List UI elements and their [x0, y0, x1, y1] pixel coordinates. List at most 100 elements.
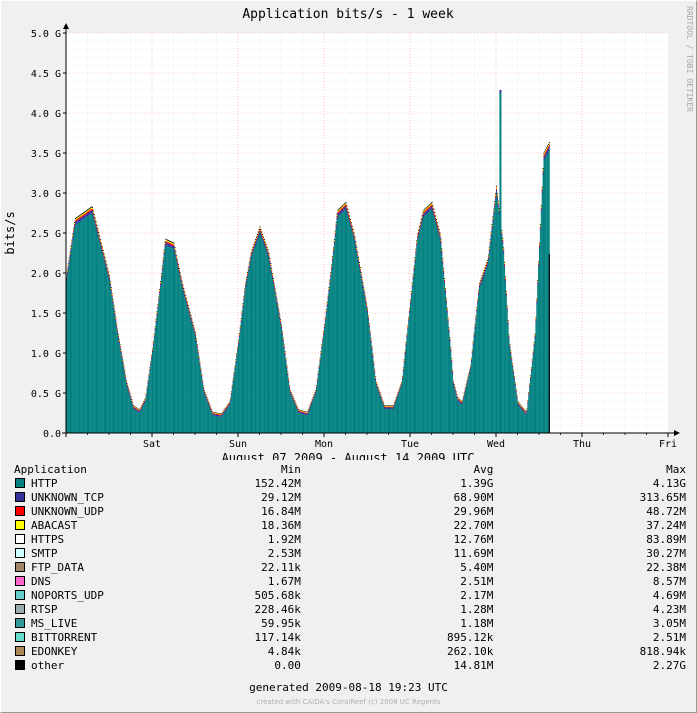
area-slice-band	[517, 402, 519, 404]
area-slice-band	[179, 272, 181, 274]
area-slice-band	[307, 409, 309, 410]
area-slice-band	[94, 217, 96, 219]
area-slice-http	[258, 235, 260, 433]
area-slice-band	[497, 201, 499, 203]
area-slice-band	[269, 261, 271, 264]
area-slice-band	[123, 365, 125, 367]
area-slice-band	[74, 222, 76, 225]
area-slice-band	[422, 215, 424, 219]
area-slice-band	[160, 282, 162, 285]
area-slice-band	[193, 325, 195, 327]
area-slice-band	[394, 401, 396, 404]
area-slice-http	[310, 405, 312, 433]
area-slice-band	[214, 412, 216, 414]
area-slice-band	[365, 298, 367, 300]
area-slice-band	[116, 324, 118, 326]
area-slice-band	[268, 254, 270, 257]
area-slice-band	[83, 213, 85, 215]
area-slice-http	[494, 208, 496, 433]
area-slice-band	[337, 209, 339, 211]
area-slice-band	[452, 371, 454, 373]
area-slice-band	[498, 209, 500, 211]
area-slice-http	[425, 214, 427, 433]
legend-label: DNS	[31, 575, 51, 588]
area-slice-http	[372, 358, 374, 433]
area-slice-band	[319, 358, 321, 360]
area-slice-http	[114, 316, 116, 433]
area-slice-band	[138, 411, 140, 413]
area-slice-band	[311, 400, 313, 401]
area-slice-band	[187, 306, 189, 308]
area-slice-http	[474, 329, 476, 433]
area-slice-http	[252, 253, 254, 433]
area-slice-band	[541, 186, 543, 188]
area-slice-http	[482, 278, 484, 433]
area-slice-band	[244, 290, 246, 292]
area-slice-band	[158, 297, 160, 299]
area-slice-band	[530, 368, 532, 370]
area-slice-band	[519, 403, 521, 405]
area-slice-band	[487, 263, 489, 266]
area-slice-band	[523, 409, 525, 410]
area-slice-band	[147, 380, 149, 382]
area-slice-band	[322, 338, 324, 340]
area-slice-http	[312, 400, 314, 433]
area-slice-http	[407, 330, 409, 433]
area-slice-band	[104, 259, 106, 261]
area-slice-band	[245, 282, 247, 284]
area-slice-band	[91, 206, 93, 208]
area-slice-band	[316, 378, 318, 379]
area-slice-band	[530, 376, 532, 378]
area-slice-http	[458, 402, 460, 433]
area-slice-band	[547, 145, 549, 147]
area-slice-band	[452, 369, 454, 371]
area-slice-band	[261, 233, 263, 236]
area-slice-http	[177, 265, 179, 433]
area-slice-band	[206, 397, 208, 399]
legend-table: Application Min Avg Max HTTP 152.42M 1.39G…	[14, 463, 686, 673]
area-slice-http	[284, 355, 286, 433]
area-slice-band	[212, 412, 214, 413]
area-slice-http	[537, 285, 539, 433]
area-slice-http	[126, 384, 128, 433]
area-slice-band	[263, 240, 265, 243]
area-slice-band	[144, 399, 146, 402]
area-slice-band	[126, 384, 128, 385]
area-slice-http	[200, 372, 202, 433]
legend-avg: 68.90M	[453, 491, 494, 504]
area-slice-http	[140, 410, 142, 433]
area-slice-band	[462, 395, 464, 397]
area-slice-http	[362, 288, 364, 433]
area-slice-http	[139, 412, 141, 433]
area-slice-band	[541, 189, 543, 191]
area-slice-http	[367, 313, 368, 433]
area-slice-band	[513, 378, 515, 380]
legend-max: 4.23M	[652, 603, 686, 616]
area-slice-band	[380, 396, 382, 399]
area-slice-http	[359, 273, 361, 433]
area-slice-band	[444, 279, 446, 282]
area-slice-http	[142, 406, 144, 433]
area-slice-band	[504, 277, 506, 279]
area-slice-band	[546, 147, 548, 149]
area-slice-band	[104, 257, 106, 259]
area-slice-band	[125, 376, 127, 378]
column-header: Min	[280, 463, 301, 476]
area-slice-band	[470, 360, 472, 363]
area-slice-band	[230, 391, 232, 392]
area-slice-band	[222, 410, 224, 412]
area-slice-http	[145, 396, 147, 433]
area-slice-band	[136, 408, 138, 410]
area-slice-band	[232, 380, 234, 383]
area-slice-band	[285, 359, 287, 361]
area-slice-band	[400, 386, 402, 389]
area-slice-band	[332, 250, 334, 254]
area-slice-band	[129, 394, 131, 396]
area-slice-band	[109, 281, 111, 283]
area-slice-band	[304, 411, 306, 413]
area-slice-band	[269, 258, 271, 260]
area-slice-band	[287, 371, 289, 373]
area-slice-band	[518, 402, 520, 404]
area-slice-band	[263, 237, 265, 239]
area-slice-band	[248, 264, 250, 266]
